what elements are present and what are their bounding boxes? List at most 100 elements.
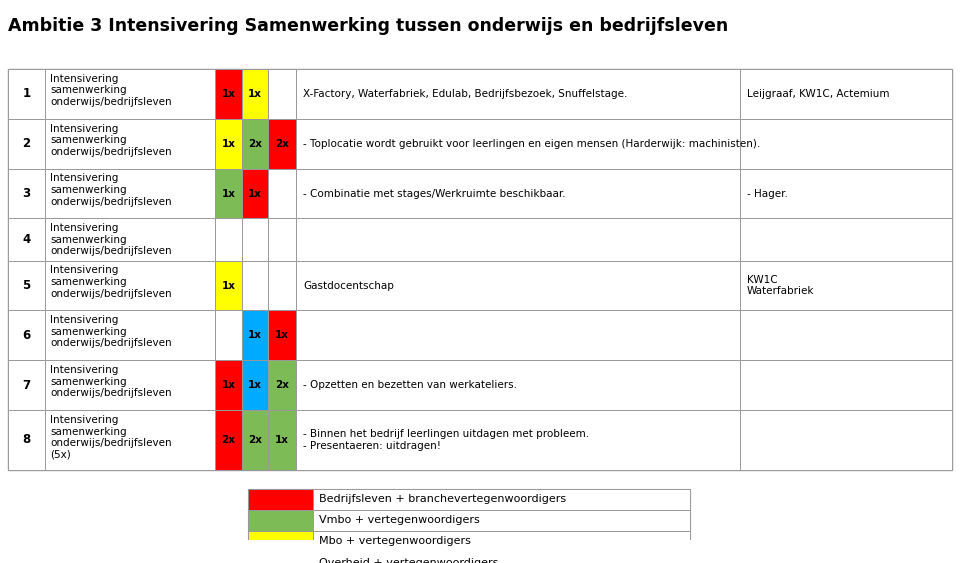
Bar <box>296 119 740 169</box>
Text: 1x: 1x <box>222 89 235 99</box>
Bar <box>242 169 268 218</box>
Text: 1x: 1x <box>222 280 235 291</box>
Bar <box>248 489 313 510</box>
Bar <box>242 69 268 119</box>
Text: 4: 4 <box>22 233 31 246</box>
Bar <box>8 410 45 470</box>
Bar <box>740 218 952 261</box>
Bar <box>242 119 268 169</box>
Text: Intensivering
samenwerking
onderwijs/bedrijfsleven: Intensivering samenwerking onderwijs/bed… <box>50 74 172 107</box>
Text: 1x: 1x <box>248 380 262 390</box>
Text: 1x: 1x <box>222 380 235 390</box>
Bar <box>248 552 313 563</box>
Bar <box>740 261 952 310</box>
Bar <box>242 310 268 360</box>
Bar <box>215 218 242 261</box>
Text: 7: 7 <box>22 379 31 392</box>
Bar <box>215 360 242 410</box>
Bar <box>8 360 45 410</box>
Text: 2x: 2x <box>222 435 235 445</box>
Text: 2: 2 <box>22 137 31 150</box>
Bar <box>242 218 268 261</box>
Bar <box>215 310 242 360</box>
Bar <box>313 552 690 563</box>
Bar <box>215 410 242 470</box>
Bar <box>268 310 296 360</box>
Bar <box>268 69 296 119</box>
Text: 1x: 1x <box>275 330 289 341</box>
Text: 5: 5 <box>22 279 31 292</box>
Bar <box>45 69 215 119</box>
Bar <box>296 261 740 310</box>
Text: 1: 1 <box>22 87 31 100</box>
Text: Intensivering
samenwerking
onderwijs/bedrijfsleven: Intensivering samenwerking onderwijs/bed… <box>50 124 172 157</box>
Text: - Hager.: - Hager. <box>747 189 788 199</box>
Bar <box>740 310 952 360</box>
Bar <box>313 510 690 531</box>
Bar <box>268 218 296 261</box>
Text: 2x: 2x <box>248 435 262 445</box>
Bar <box>8 69 45 119</box>
Bar <box>296 69 740 119</box>
Bar <box>8 69 952 470</box>
Bar <box>296 410 740 470</box>
Bar <box>296 360 740 410</box>
Text: Vmbo + vertegenwoordigers: Vmbo + vertegenwoordigers <box>319 515 480 525</box>
Text: Intensivering
samenwerking
onderwijs/bedrijfsleven: Intensivering samenwerking onderwijs/bed… <box>50 315 172 348</box>
Bar <box>45 169 215 218</box>
Bar <box>268 261 296 310</box>
Bar <box>268 360 296 410</box>
Text: 2x: 2x <box>275 138 289 149</box>
Text: 8: 8 <box>22 434 31 446</box>
Bar <box>8 218 45 261</box>
Text: 2x: 2x <box>275 380 289 390</box>
Bar <box>45 410 215 470</box>
Bar <box>268 119 296 169</box>
Text: Overheid + vertegenwoordigers: Overheid + vertegenwoordigers <box>319 557 498 563</box>
Bar <box>248 531 313 552</box>
Bar <box>268 410 296 470</box>
Text: X-Factory, Waterfabriek, Edulab, Bedrijfsbezoek, Snuffelstage.: X-Factory, Waterfabriek, Edulab, Bedrijf… <box>303 89 628 99</box>
Bar <box>45 261 215 310</box>
Text: KW1C
Waterfabriek: KW1C Waterfabriek <box>747 275 814 296</box>
Text: 1x: 1x <box>248 89 262 99</box>
Bar <box>296 310 740 360</box>
Text: - Binnen het bedrijf leerlingen uitdagen met probleem.
- Presentaeren: uitdragen: - Binnen het bedrijf leerlingen uitdagen… <box>303 429 589 450</box>
Bar <box>45 360 215 410</box>
Bar <box>242 360 268 410</box>
Text: 6: 6 <box>22 329 31 342</box>
Bar <box>215 169 242 218</box>
Text: Leijgraaf, KW1C, Actemium: Leijgraaf, KW1C, Actemium <box>747 89 890 99</box>
Bar <box>8 310 45 360</box>
Bar <box>242 261 268 310</box>
Bar <box>248 510 313 531</box>
Bar <box>740 119 952 169</box>
Text: 1x: 1x <box>248 330 262 341</box>
Text: Ambitie 3 Intensivering Samenwerking tussen onderwijs en bedrijfsleven: Ambitie 3 Intensivering Samenwerking tus… <box>8 17 729 35</box>
Text: Bedrijfsleven + branchevertegenwoordigers: Bedrijfsleven + branchevertegenwoordiger… <box>319 494 566 504</box>
Bar <box>740 169 952 218</box>
Bar <box>296 169 740 218</box>
Bar <box>8 119 45 169</box>
Bar <box>313 531 690 552</box>
Text: Mbo + vertegenwoordigers: Mbo + vertegenwoordigers <box>319 537 470 547</box>
Text: Intensivering
samenwerking
onderwijs/bedrijfsleven: Intensivering samenwerking onderwijs/bed… <box>50 265 172 298</box>
Text: - Combinatie met stages/Werkruimte beschikbaar.: - Combinatie met stages/Werkruimte besch… <box>303 189 565 199</box>
Bar <box>268 169 296 218</box>
Text: - Opzetten en bezetten van werkateliers.: - Opzetten en bezetten van werkateliers. <box>303 380 517 390</box>
Bar <box>215 119 242 169</box>
Bar <box>8 169 45 218</box>
Bar <box>45 310 215 360</box>
Bar <box>8 261 45 310</box>
Bar <box>740 410 952 470</box>
Text: 1x: 1x <box>222 138 235 149</box>
Text: Intensivering
samenwerking
onderwijs/bedrijfsleven: Intensivering samenwerking onderwijs/bed… <box>50 365 172 398</box>
Bar <box>313 489 690 510</box>
Text: Intensivering
samenwerking
onderwijs/bedrijfsleven: Intensivering samenwerking onderwijs/bed… <box>50 173 172 207</box>
Text: 3: 3 <box>22 187 31 200</box>
Bar <box>740 360 952 410</box>
Bar <box>740 69 952 119</box>
Bar <box>248 489 690 563</box>
Text: Intensivering
samenwerking
onderwijs/bedrijfsleven
(5x): Intensivering samenwerking onderwijs/bed… <box>50 415 172 460</box>
Text: 1x: 1x <box>275 435 289 445</box>
